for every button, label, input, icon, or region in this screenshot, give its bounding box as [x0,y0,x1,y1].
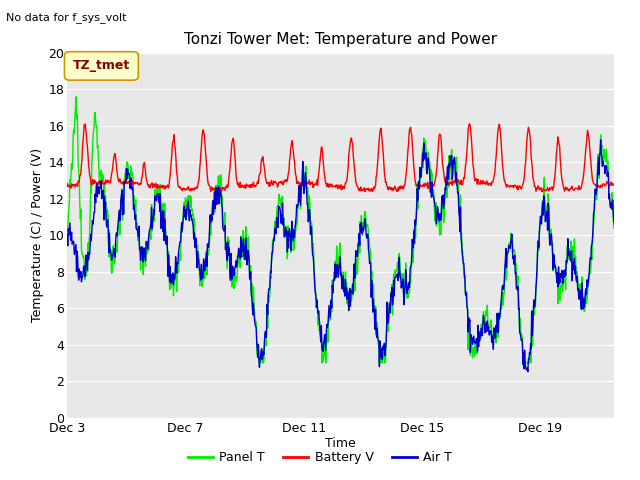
X-axis label: Time: Time [325,437,356,450]
Text: No data for f_sys_volt: No data for f_sys_volt [6,12,127,23]
FancyBboxPatch shape [65,52,138,80]
Text: TZ_tmet: TZ_tmet [73,60,130,72]
Legend: Panel T, Battery V, Air T: Panel T, Battery V, Air T [182,446,458,469]
Y-axis label: Temperature (C) / Power (V): Temperature (C) / Power (V) [31,148,44,322]
Title: Tonzi Tower Met: Temperature and Power: Tonzi Tower Met: Temperature and Power [184,33,497,48]
